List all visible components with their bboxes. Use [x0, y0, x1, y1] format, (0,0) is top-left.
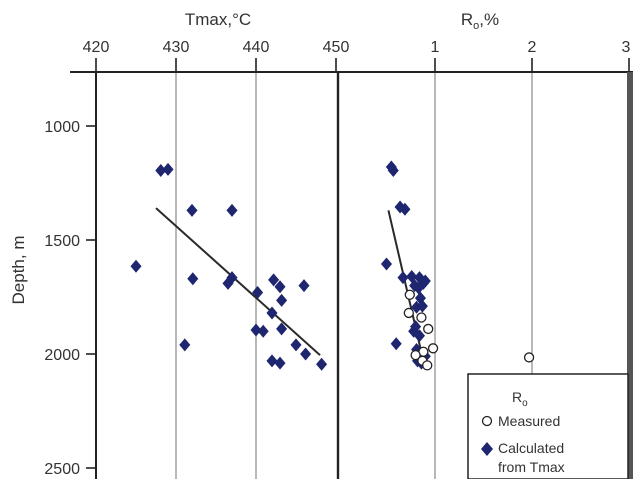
tmax-point-16	[276, 322, 288, 336]
tmax-point-5	[187, 272, 199, 286]
tick-layer: 420 430 440 450 1 2 3 1000 1500 2000 2500	[44, 39, 630, 478]
tmax-point-18	[290, 338, 302, 352]
ro-measured-point-9	[523, 352, 535, 363]
legend-title-sub: o	[522, 398, 528, 409]
tmax-axis-title: Tmax,°C	[185, 10, 251, 29]
ro-calculated-point-3	[399, 202, 411, 216]
tmax-point-19	[300, 347, 312, 361]
tmax-point-21	[274, 356, 286, 370]
ro-axis-title-sub: o	[473, 20, 479, 32]
ro-measured-point-6	[410, 349, 421, 361]
ro-tick-label-3: 3	[622, 39, 631, 56]
legend-title-main: R	[512, 389, 522, 405]
ro-measured-point-0	[404, 289, 415, 300]
tmax-point-8	[252, 285, 264, 299]
tmax-tick-label-450: 450	[323, 39, 350, 56]
legend-calculated-marker	[481, 442, 493, 456]
right-edge-bar	[627, 72, 633, 479]
tmax-tick-label-440: 440	[243, 39, 270, 56]
depth-tick-label-1000: 1000	[44, 119, 80, 136]
legend: Ro Measured Calculated from Tmax	[467, 373, 629, 479]
legend-calculated-label-line2: from Tmax	[498, 459, 565, 475]
legend-box	[467, 373, 629, 479]
legend-calculated-label-line1: Calculated	[498, 440, 564, 456]
ro-calculated-point-4	[380, 257, 393, 271]
depth-tick-label-2000: 2000	[44, 347, 80, 364]
tmax-point-17	[179, 338, 191, 352]
ro-measured-point-3	[423, 323, 434, 335]
ro-tick-label-2: 2	[528, 39, 537, 56]
tmax-tick-label-420: 420	[83, 39, 110, 56]
tmax-point-3	[226, 203, 238, 217]
ro-measured-point-4	[427, 343, 439, 354]
ro-tick-label-1: 1	[431, 39, 440, 56]
ro-calculated-point-12	[412, 281, 425, 295]
tmax-point-7	[226, 271, 238, 285]
tmax-point-2	[186, 203, 198, 217]
ro-calculated-point-18	[413, 329, 426, 343]
ro-calculated-point-1	[385, 160, 397, 174]
ro-measured-point-8	[422, 360, 433, 371]
tmax-point-1	[162, 162, 174, 176]
ro-axis-title: Ro,%	[461, 10, 499, 32]
marker-layer	[130, 160, 535, 371]
ro-calculated-point-11	[409, 279, 421, 293]
tmax-point-13	[276, 293, 288, 307]
depth-tick-label-1500: 1500	[44, 233, 80, 250]
tmax-point-14	[250, 323, 262, 337]
tmax-trendline	[155, 207, 321, 356]
depth-axis-title: Depth, m	[9, 236, 28, 305]
tmax-tick-label-430: 430	[163, 39, 190, 56]
legend-measured-marker	[481, 415, 493, 427]
ro-axis-title-tail: ,%	[479, 10, 499, 29]
legend-measured-label: Measured	[498, 413, 560, 429]
tmax-point-11	[298, 279, 310, 293]
tmax-point-12	[266, 306, 278, 320]
depth-tick-label-2500: 2500	[44, 461, 80, 478]
ro-calculated-point-15	[411, 300, 423, 314]
grid-layer	[175, 72, 533, 479]
tmax-point-22	[316, 357, 328, 371]
tmax-point-10	[268, 273, 280, 287]
tmax-point-9	[274, 280, 286, 294]
ro-axis-title-main: R	[461, 10, 473, 29]
tmax-point-0	[155, 163, 167, 177]
ro-calculated-point-19	[411, 342, 423, 356]
ro-measured-point-2	[416, 312, 427, 323]
ro-calculated-point-6	[397, 271, 409, 285]
axis-layer	[70, 71, 633, 479]
ro-calculated-point-10	[419, 274, 431, 288]
legend-title: Ro	[512, 389, 528, 409]
ro-measured-point-1	[403, 307, 414, 319]
tmax-point-15	[257, 324, 269, 338]
tmax-point-20	[266, 354, 278, 368]
tmax-point-4	[130, 259, 142, 273]
ro-calculated-point-5	[390, 337, 402, 351]
